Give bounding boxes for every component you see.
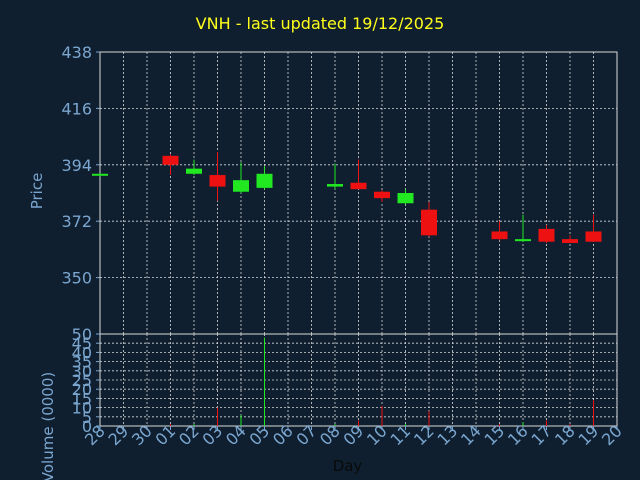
chart-title: VNH - last updated 19/12/2025 bbox=[195, 14, 445, 33]
price-tick-label: 372 bbox=[61, 212, 92, 231]
candle-body bbox=[256, 173, 273, 188]
price-tick-label: 350 bbox=[61, 269, 92, 288]
candle-body bbox=[350, 182, 367, 190]
price-tick-label: 416 bbox=[61, 99, 92, 118]
volume-tick-label: 35 bbox=[72, 353, 92, 372]
candle-body bbox=[233, 180, 249, 192]
price-tick-label: 394 bbox=[61, 156, 92, 175]
candle-body bbox=[327, 184, 343, 187]
price-axis-label: Price bbox=[28, 173, 46, 210]
candle-body bbox=[186, 168, 202, 174]
candle-body bbox=[397, 193, 414, 204]
candle-body bbox=[421, 209, 437, 236]
candle-body bbox=[162, 155, 179, 165]
candle-body bbox=[585, 231, 602, 242]
candle-body bbox=[209, 175, 226, 187]
volume-tick-label: 45 bbox=[72, 334, 92, 353]
candle-body bbox=[515, 239, 531, 242]
volume-tick-label: 30 bbox=[72, 362, 92, 381]
volume-tick-label: 50 bbox=[72, 325, 92, 344]
price-tick-label: 438 bbox=[61, 43, 92, 62]
x-axis-label: Day bbox=[333, 457, 363, 475]
volume-tick-label: 10 bbox=[72, 399, 92, 418]
volume-tick-label: 40 bbox=[72, 343, 92, 362]
candle-body bbox=[491, 231, 508, 240]
volume-tick-label: 5 bbox=[82, 408, 92, 427]
candle-body bbox=[374, 191, 390, 199]
volume-axis-label: Volume (0000) bbox=[39, 372, 57, 480]
volume-tick-label: 15 bbox=[72, 389, 92, 408]
volume-tick-label: 0 bbox=[82, 417, 92, 436]
candle-body bbox=[92, 173, 108, 176]
volume-tick-label: 20 bbox=[72, 380, 92, 399]
candle-body bbox=[562, 239, 578, 243]
volume-tick-label: 25 bbox=[72, 371, 92, 390]
candle-body bbox=[538, 228, 555, 242]
